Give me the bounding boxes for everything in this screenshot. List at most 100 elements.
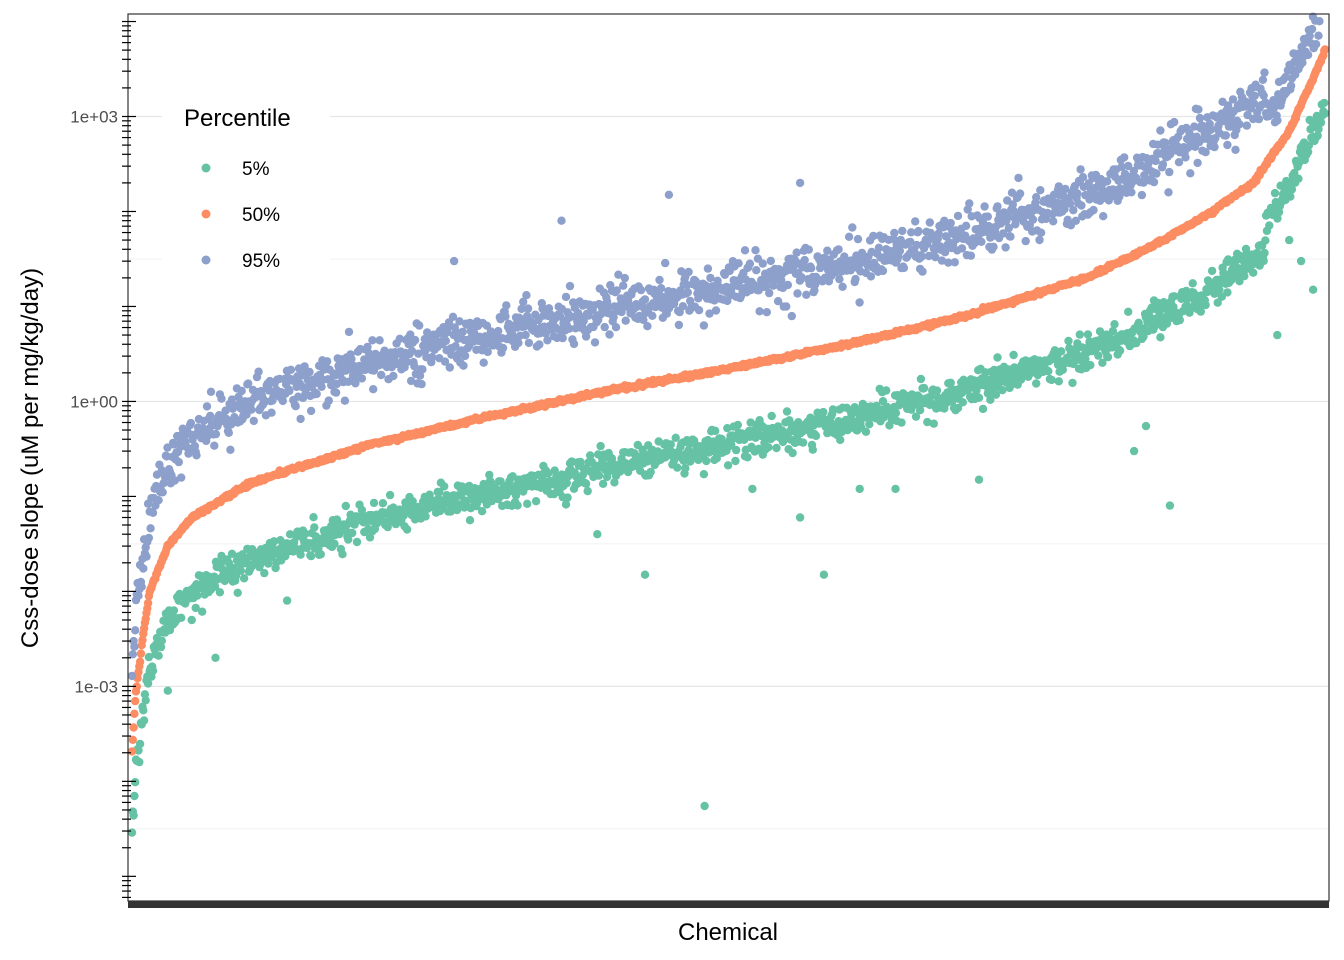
point-5pct [1287, 185, 1297, 194]
point-95pct [782, 302, 791, 311]
point-95pct [621, 316, 630, 325]
point-95pct [177, 473, 186, 482]
point-5pct [264, 559, 273, 568]
point-5pct [1207, 266, 1217, 276]
point-5pct [581, 479, 591, 488]
point-95pct [1049, 217, 1058, 226]
point-95pct [523, 304, 533, 313]
point-5pct [1304, 141, 1314, 150]
point-5pct [523, 499, 532, 508]
point-5pct [402, 525, 412, 534]
point-5pct [1110, 320, 1119, 329]
point-95pct [415, 321, 424, 330]
point-5pct-outlier [855, 484, 864, 494]
point-95pct [1006, 232, 1015, 241]
point-5pct [157, 636, 166, 645]
point-5pct [135, 757, 144, 767]
point-5pct [743, 453, 752, 462]
point-95pct [460, 351, 470, 361]
point-95pct [206, 387, 216, 396]
point-95pct-outlier [449, 256, 459, 266]
point-5pct [823, 428, 832, 438]
point-5pct [316, 550, 325, 559]
point-5pct [1098, 358, 1107, 367]
point-5pct [130, 791, 139, 801]
point-5pct [310, 523, 319, 532]
point-5pct [576, 457, 585, 467]
point-95pct [1089, 205, 1098, 215]
point-5pct [1188, 279, 1197, 288]
point-95pct [522, 291, 531, 300]
point-95pct [878, 266, 888, 276]
point-5pct [673, 463, 682, 472]
point-5pct [1286, 192, 1295, 201]
point-95pct [217, 394, 226, 403]
point-5pct [369, 498, 379, 508]
x-axis-title: Chemical [678, 919, 778, 946]
point-95pct [202, 402, 212, 411]
point-95pct [324, 396, 333, 405]
point-95pct [521, 330, 530, 340]
point-95pct [127, 671, 137, 681]
point-95pct [740, 246, 750, 255]
point-95pct [1221, 131, 1231, 140]
point-95pct [643, 322, 652, 331]
point-5pct [1175, 315, 1185, 325]
point-5pct [1213, 298, 1222, 307]
series-50pct [127, 45, 1330, 756]
point-5pct [946, 378, 955, 387]
point-5pct [1044, 367, 1053, 376]
point-5pct [1108, 326, 1118, 336]
point-5pct [923, 417, 932, 427]
point-95pct [694, 306, 704, 315]
point-5pct [1265, 221, 1274, 230]
point-95pct [946, 218, 955, 228]
point-5pct [129, 811, 138, 820]
point-5pct [1064, 336, 1073, 346]
point-5pct [131, 778, 140, 787]
point-95pct [1260, 68, 1269, 77]
point-5pct [408, 497, 417, 506]
point-5pct-outlier [1165, 501, 1175, 510]
point-95pct [565, 281, 575, 291]
point-95pct [498, 343, 508, 353]
point-5pct [1156, 333, 1165, 342]
point-95pct [224, 428, 233, 437]
point-95pct [925, 218, 934, 227]
point-5pct-outlier [974, 475, 984, 484]
point-5pct [1047, 375, 1056, 385]
point-5pct-outlier [640, 570, 650, 579]
point-5pct [610, 478, 619, 487]
point-5pct [1219, 268, 1228, 278]
point-5pct [836, 435, 845, 445]
point-95pct [980, 202, 989, 211]
point-5pct [732, 445, 741, 455]
point-5pct [1054, 377, 1064, 386]
point-95pct [459, 361, 468, 370]
point-95pct [961, 221, 971, 230]
point-95pct [600, 322, 609, 332]
point-95pct [131, 626, 140, 635]
legend-key-95pct [201, 255, 211, 265]
point-5pct [764, 443, 773, 452]
point-5pct [485, 470, 494, 480]
point-5pct [1273, 214, 1282, 223]
point-95pct [323, 357, 332, 366]
point-5pct [477, 507, 487, 516]
point-5pct [198, 607, 207, 616]
point-95pct [535, 340, 544, 349]
point-95pct [1073, 189, 1082, 198]
point-5pct [993, 353, 1002, 362]
point-5pct [1058, 365, 1068, 374]
point-5pct [1270, 188, 1280, 198]
point-5pct [330, 539, 339, 548]
point-5pct [301, 529, 310, 538]
point-50pct [129, 723, 138, 732]
point-95pct [765, 288, 774, 298]
point-95pct [989, 242, 998, 251]
point-50pct [138, 635, 147, 645]
point-95pct [1258, 75, 1268, 85]
point-95pct [369, 385, 378, 394]
point-5pct [1057, 347, 1066, 356]
x-axis [128, 901, 1329, 908]
